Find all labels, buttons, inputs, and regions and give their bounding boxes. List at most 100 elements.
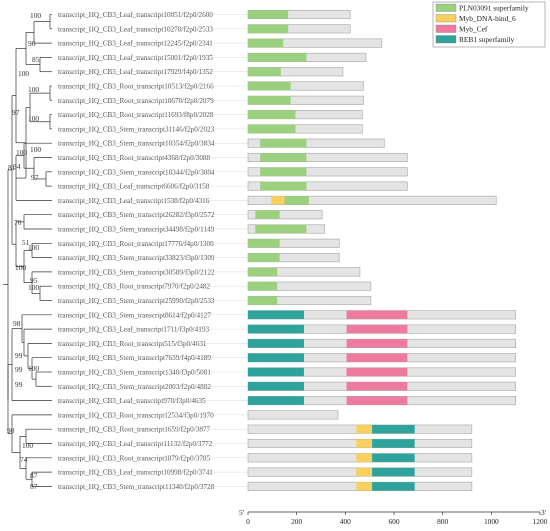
transcript-label: transcript_HQ_CB3_Stem_transcript33823/f…: [58, 254, 215, 262]
transcript-label: transcript_HQ_CB3_Leaf_transcript10051/f…: [58, 11, 213, 19]
bootstrap-value: 96: [28, 39, 36, 48]
domain-pln03091: [248, 53, 307, 62]
legend-swatch: [435, 24, 457, 33]
transcript-label: transcript_HQ_CB3_Leaf_transcript6606/f2…: [58, 183, 210, 191]
transcript-label: transcript_HQ_CB3_Root_transcript515/f3p…: [58, 340, 207, 348]
legend-label: Myb_Cef: [459, 25, 488, 34]
transcript-label: transcript_HQ_CB3_Stem_transcript18344/f…: [58, 168, 215, 176]
domain-pln03091: [248, 96, 291, 105]
transcript-label: transcript_HQ_CB3_Stem_transcript34498/f…: [58, 226, 215, 234]
transcript-label: transcript_HQ_CB3_Root_transcript1879/f2…: [58, 454, 211, 462]
domain-pln03091: [255, 210, 280, 219]
legend-swatch: [435, 3, 457, 12]
bootstrap-value: 99: [15, 380, 23, 389]
domain-pln03091: [260, 153, 307, 162]
domain-myb-cef: [346, 324, 408, 334]
domain-pln03091: [248, 267, 278, 277]
bootstrap-value: 97: [12, 108, 20, 117]
domain-pln03091: [260, 138, 307, 148]
transcript-labels: transcript_HQ_CB3_Leaf_transcript10051/f…: [57, 11, 248, 491]
transcript-label: transcript_HQ_CB3_Leaf_transcript15001/f…: [58, 54, 213, 62]
gene-bar: [247, 410, 339, 420]
bootstrap-value: 100: [16, 148, 27, 157]
domain-myb-dna-bind-6: [356, 439, 373, 448]
transcript-label: transcript_HQ_CB3_Stem_transcript25990/f…: [58, 297, 215, 305]
transcript-label: transcript_HQ_CB3_Stem_transcript1340/f3…: [58, 369, 211, 377]
axis-tick-label: 800: [437, 517, 448, 526]
domain-architecture: [247, 9, 516, 491]
bootstrap-value: 87: [30, 471, 38, 480]
domain-reb1: [248, 324, 304, 334]
domain-myb-cef: [346, 396, 408, 405]
domain-reb1: [372, 453, 415, 463]
bootstrap-value: 85: [32, 55, 40, 64]
transcript-label: transcript_HQ_CB3_Stem_transcript8614/f2…: [58, 311, 211, 319]
bootstrap-value: 100: [18, 69, 29, 78]
bootstrap-value: 100: [28, 243, 39, 252]
bootstrap-value: 87: [30, 482, 38, 491]
domain-pln03091: [248, 296, 278, 305]
domain-pln03091: [248, 24, 289, 34]
domain-pln03091: [248, 253, 280, 262]
transcript-label: transcript_HQ_CB3_Root_transcript7970/f2…: [58, 283, 211, 291]
axis-3prime-label: 3': [541, 508, 547, 517]
transcript-label: transcript_HQ_CB3_Leaf_transcript1538/f2…: [58, 197, 210, 205]
domain-reb1: [248, 310, 304, 320]
domain-pln03091: [248, 281, 278, 291]
domain-pln03091: [248, 239, 280, 248]
transcript-label: transcript_HQ_CB3_Leaf_transcript17929/f…: [58, 68, 213, 76]
legend-label: REB1 superfamily: [459, 35, 515, 44]
bootstrap-value: 100: [28, 114, 39, 123]
domain-pln03091: [248, 81, 291, 91]
axis-tick-label: 1000: [484, 517, 499, 526]
domain-pln03091: [260, 181, 307, 191]
length-axis: 0 200 400 600 800 1000 1200 5' 3': [239, 508, 548, 526]
transcript-label: transcript_HQ_CB3_Root_transcript12534/f…: [58, 411, 214, 419]
bootstrap-value: 100: [22, 441, 33, 450]
domain-pln03091: [248, 67, 281, 76]
legend-swatch: [435, 14, 457, 23]
domain-reb1: [248, 353, 304, 362]
bootstrap-value: 90: [7, 426, 15, 435]
transcript-label: transcript_HQ_CB3_Root_transcript17776/f…: [58, 240, 214, 248]
domain-myb-dna-bind-6: [356, 467, 373, 477]
bootstrap-value: 100: [15, 263, 26, 272]
transcript-label: transcript_HQ_CB3_Stem_transcript10354/f…: [58, 140, 215, 148]
bootstrap-value: 97: [31, 173, 39, 182]
domain-reb1: [248, 396, 304, 405]
transcript-label: transcript_HQ_CB3_Leaf_transcript10998/f…: [58, 469, 213, 477]
transcript-label: transcript_HQ_CB3_Root_transcript1659/f2…: [58, 426, 211, 434]
bootstrap-value: 74: [20, 455, 28, 464]
bootstrap-value: 100: [28, 85, 39, 94]
gene-bar: [247, 138, 385, 148]
domain-reb1: [248, 382, 304, 391]
domain-pln03091: [255, 224, 307, 234]
domain-pln03091: [284, 196, 309, 205]
axis-tick-label: 600: [388, 517, 399, 526]
axis-tick-label: 1200: [533, 517, 548, 526]
domain-pln03091: [248, 110, 296, 119]
axis-5prime-label: 5': [239, 508, 245, 517]
legend-label: PLN03091 superfamily: [459, 4, 529, 13]
transcript-label: transcript_HQ_CB3_Stem_transcript11340/f…: [58, 483, 215, 491]
domain-myb-dna-bind-6: [271, 196, 285, 205]
transcript-label: transcript_HQ_CB3_Root_transcript4368/f2…: [58, 154, 211, 162]
bootstrap-value: 70: [14, 218, 22, 227]
domain-reb1: [248, 339, 304, 348]
bootstrap-value: 81: [8, 163, 16, 172]
gene-bar: [247, 210, 323, 220]
bootstrap-value: 100: [28, 364, 39, 373]
domain-pln03091: [260, 167, 307, 177]
bootstrap-value: 99: [15, 351, 23, 360]
transcript-label: transcript_HQ_CB3_Leaf_transcript1711/f3…: [58, 326, 209, 334]
axis-tick-label: 400: [340, 517, 351, 526]
legend-swatch: [435, 35, 457, 44]
transcript-label: transcript_HQ_CB3_Stem_transcript31146/f…: [58, 125, 215, 133]
domain-myb-cef: [346, 339, 408, 348]
bootstrap-value: 98: [13, 319, 21, 328]
axis-tick-label: 200: [291, 517, 302, 526]
bootstrap-value: 51: [22, 238, 30, 247]
domain-pln03091: [248, 10, 289, 19]
